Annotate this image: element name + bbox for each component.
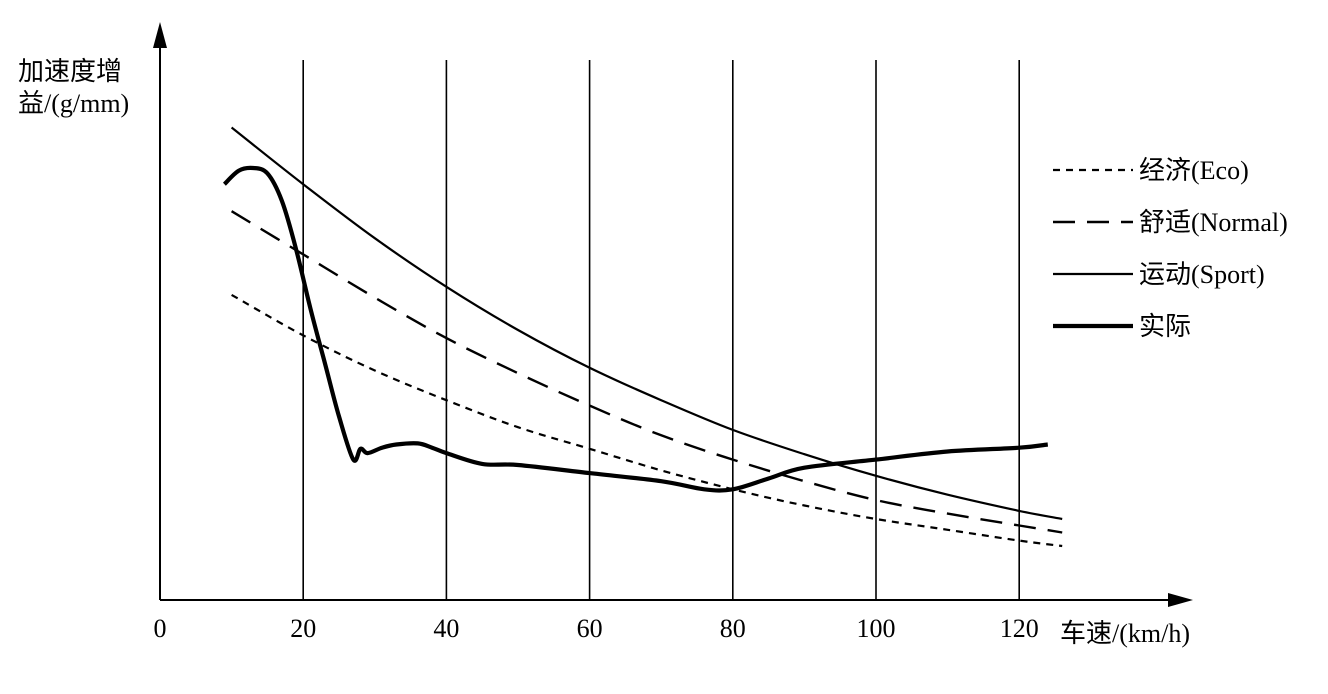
y-axis-arrow — [153, 22, 167, 48]
x-tick-label-100: 100 — [857, 614, 896, 643]
x-tick-labels: 0 20 40 60 80 100 120 — [154, 614, 1039, 643]
x-tick-label-20: 20 — [290, 614, 316, 643]
legend: 经济(Eco) 舒适(Normal) 运动(Sport) 实际 — [1053, 156, 1288, 341]
legend-label-3: 运动(Sport) — [1139, 260, 1265, 289]
x-tick-label-60: 60 — [577, 614, 603, 643]
x-axis-label: 车速/(km/h) — [1060, 619, 1190, 648]
grid-lines — [302, 60, 1021, 600]
x-tick-label-40: 40 — [433, 614, 459, 643]
series-line-4 — [222, 165, 1049, 493]
legend-label-1: 经济(Eco) — [1139, 156, 1249, 185]
y-axis-label-line2: 益/(g/mm) — [18, 89, 129, 118]
series-line-3 — [230, 126, 1063, 521]
legend-label-4: 实际 — [1139, 312, 1191, 341]
x-tick-label-80: 80 — [720, 614, 746, 643]
x-tick-label-0: 0 — [154, 614, 167, 643]
series-line-1 — [231, 293, 1063, 548]
x-tick-label-120: 120 — [1000, 614, 1039, 643]
series-lines — [222, 126, 1063, 548]
x-axis-arrow — [1168, 593, 1193, 607]
axes — [153, 22, 1193, 607]
y-axis-label-line1: 加速度增 — [18, 57, 122, 86]
legend-label-2: 舒适(Normal) — [1139, 208, 1288, 237]
series-line-2 — [230, 210, 1063, 534]
